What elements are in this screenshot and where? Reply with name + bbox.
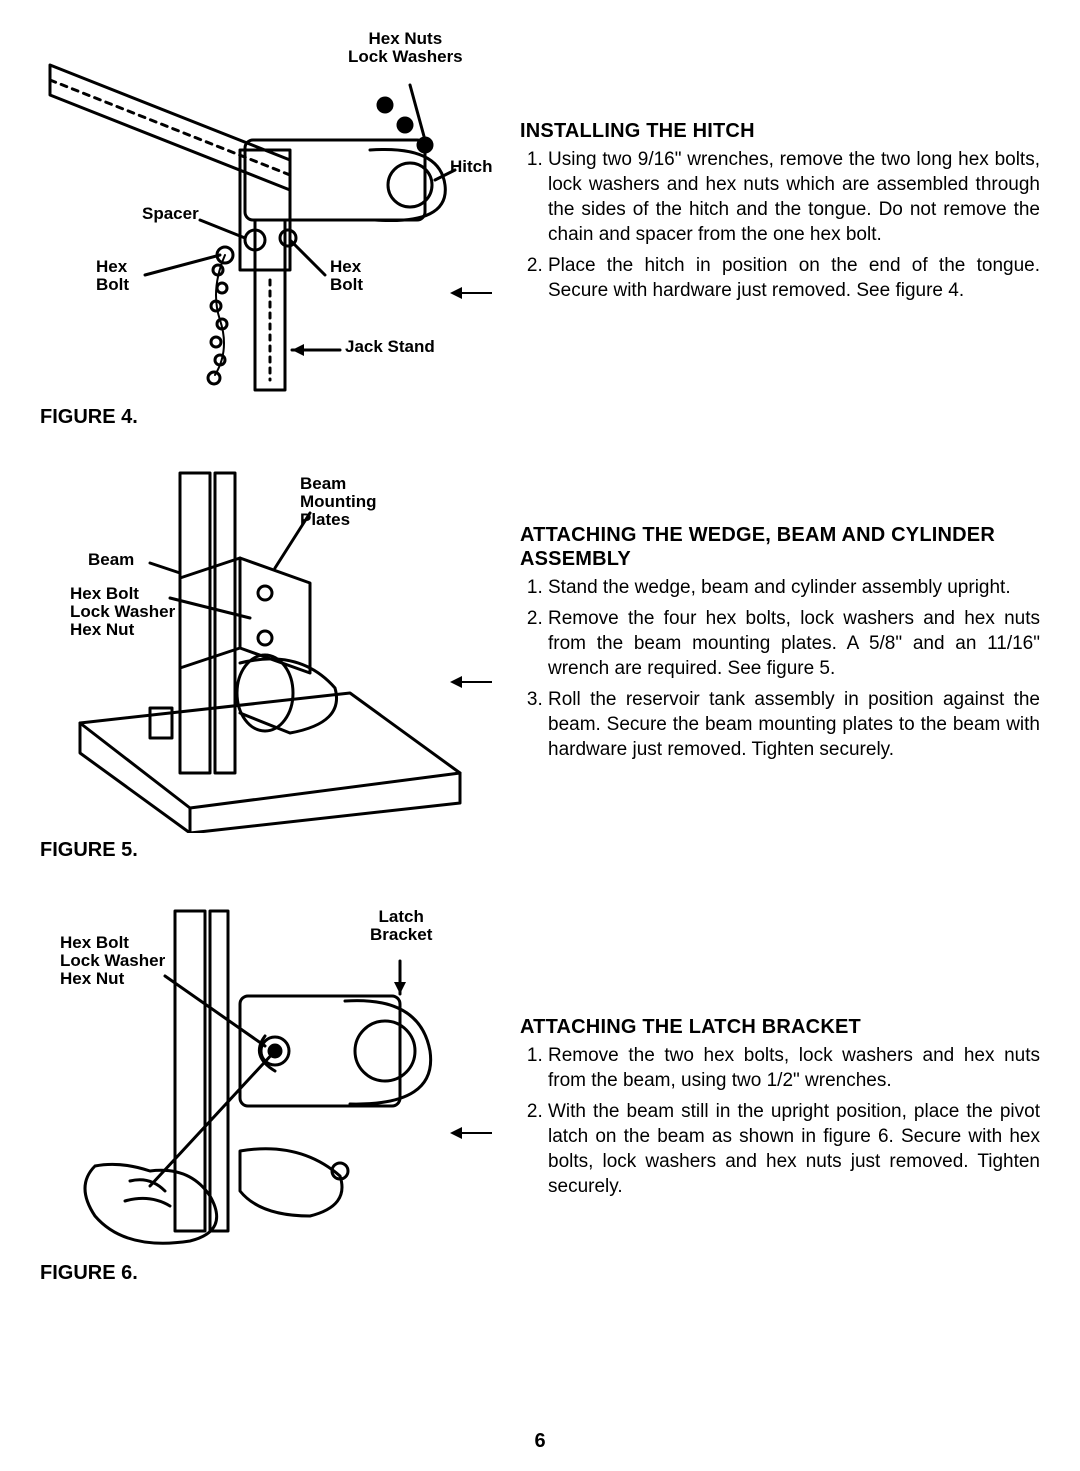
label-hex-bolt-etc: Hex Bolt Lock Washer Hex Nut [60,934,165,988]
wedge-text: ATTACHING THE WEDGE, BEAM AND CYLINDER A… [490,463,1040,769]
text: Beam [300,474,346,493]
text: Lock Washer [60,951,165,970]
section-title: INSTALLING THE HITCH [520,120,1040,143]
step: Stand the wedge, beam and cylinder assem… [548,575,1040,600]
reference-arrow-icon [452,1132,492,1134]
figure-5: Beam Mounting Plates Beam Hex Bolt Lock … [40,463,490,833]
text: Hex Nut [70,620,134,639]
figure-6-column: Latch Bracket Hex Bolt Lock Washer Hex N… [40,906,490,1309]
text: Hex Nuts [368,29,442,48]
step: Place the hitch in position on the end o… [548,253,1040,303]
text: Lock Washer [70,602,175,621]
latch-steps: Remove the two hex bolts, lock washers a… [526,1043,1040,1199]
section-latch: Latch Bracket Hex Bolt Lock Washer Hex N… [40,906,1040,1309]
text: Latch [379,907,424,926]
text: Hex [330,257,361,276]
text: Hex [96,257,127,276]
label-beam-mounting-plates: Beam Mounting Plates [300,475,376,529]
step: With the beam still in the upright posit… [548,1099,1040,1199]
label-beam: Beam [88,551,134,569]
step: Remove the four hex bolts, lock washers … [548,606,1040,681]
hitch-text: INSTALLING THE HITCH Using two 9/16" wre… [490,30,1040,309]
text: Hex Bolt [60,933,129,952]
step: Using two 9/16" wrenches, remove the two… [548,147,1040,247]
text: Lock Washers [348,47,463,66]
label-hitch: Hitch [450,158,493,176]
text: Hex Nut [60,969,124,988]
section-title: ATTACHING THE WEDGE, BEAM AND CYLINDER A… [520,523,1040,571]
text: Bolt [330,275,363,294]
reference-arrow-icon [452,292,492,294]
latch-text: ATTACHING THE LATCH BRACKET Remove the t… [490,906,1040,1205]
label-hex-bolt-right: Hex Bolt [330,258,363,294]
hitch-steps: Using two 9/16" wrenches, remove the two… [526,147,1040,303]
section-title: ATTACHING THE LATCH BRACKET [520,1016,1040,1039]
figure-4-caption: FIGURE 4. [40,406,490,429]
figure-5-column: Beam Mounting Plates Beam Hex Bolt Lock … [40,463,490,886]
manual-page: Hex Nuts Lock Washers Hitch Spacer Hex B… [0,0,1080,1471]
figure-5-illustration [40,463,490,833]
page-number: 6 [0,1430,1080,1453]
step: Roll the reservoir tank assembly in posi… [548,687,1040,762]
label-hex-bolt-etc: Hex Bolt Lock Washer Hex Nut [70,585,175,639]
text: Bolt [96,275,129,294]
figure-5-caption: FIGURE 5. [40,839,490,862]
label-spacer: Spacer [142,205,199,223]
label-jack-stand: Jack Stand [345,338,435,356]
section-hitch: Hex Nuts Lock Washers Hitch Spacer Hex B… [40,30,1040,453]
figure-4-column: Hex Nuts Lock Washers Hitch Spacer Hex B… [40,30,490,453]
text: Mounting [300,492,376,511]
wedge-steps: Stand the wedge, beam and cylinder assem… [526,575,1040,763]
section-wedge: Beam Mounting Plates Beam Hex Bolt Lock … [40,463,1040,886]
figure-6-caption: FIGURE 6. [40,1262,490,1285]
figure-6: Latch Bracket Hex Bolt Lock Washer Hex N… [40,906,490,1256]
text: Plates [300,510,350,529]
label-hex-nuts: Hex Nuts Lock Washers [348,30,463,66]
step: Remove the two hex bolts, lock washers a… [548,1043,1040,1093]
figure-4: Hex Nuts Lock Washers Hitch Spacer Hex B… [40,30,490,400]
text: Bracket [370,925,432,944]
text: Hex Bolt [70,584,139,603]
reference-arrow-icon [452,681,492,683]
label-hex-bolt-left: Hex Bolt [96,258,129,294]
label-latch-bracket: Latch Bracket [370,908,432,944]
